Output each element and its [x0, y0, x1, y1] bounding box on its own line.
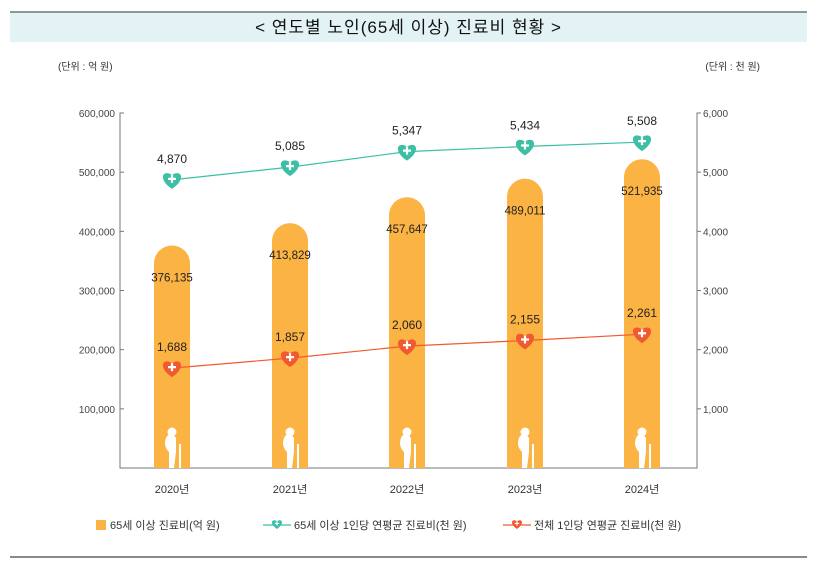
line-value-label: 5,347: [392, 124, 422, 138]
left-tick-label: 200,000: [79, 346, 116, 357]
right-tick-label: 3,000: [703, 287, 728, 298]
heart-marker-green-cross: [638, 137, 646, 146]
right-tick-label: 5,000: [703, 168, 728, 179]
bar-value-label: 489,011: [505, 206, 546, 218]
legend-label: 전체 1인당 연평균 진료비(천 원): [534, 518, 681, 532]
line-value-label: 2,261: [627, 306, 657, 320]
bar-value-label: 376,135: [151, 272, 193, 284]
right-tick-label: 4,000: [703, 227, 728, 238]
heart-marker-red-cross: [521, 335, 529, 344]
legend-label: 65세 이상 진료비(억 원): [110, 519, 220, 532]
heart-marker-red-cross: [638, 329, 646, 338]
bar: [154, 245, 190, 468]
bar: [624, 159, 660, 468]
legend-heart-green-cross: [274, 521, 280, 526]
left-tick-label: 100,000: [79, 405, 116, 416]
elderly-person-icon: [283, 434, 294, 468]
heart-marker-red-cross: [286, 353, 294, 362]
x-tick-label: 2023년: [508, 483, 543, 496]
chart-title: < 연도별 노인(65세 이상) 진료비 현황 >: [10, 11, 807, 42]
elderly-person-icon: [165, 434, 176, 468]
bar: [507, 178, 543, 468]
legend-heart-red-cross: [514, 521, 520, 526]
heart-marker-green-cross: [403, 146, 411, 155]
line-value-label: 4,870: [157, 152, 187, 166]
heart-marker-red-cross: [168, 363, 176, 372]
elderly-person-icon: [635, 434, 646, 468]
x-tick-label: 2022년: [390, 483, 425, 496]
left-tick-label: 400,000: [79, 227, 116, 238]
heart-marker-red-cross: [403, 341, 411, 350]
x-tick-label: 2024년: [625, 483, 660, 496]
left-axis-unit: (단위 : 억 원): [58, 60, 113, 73]
right-tick-label: 2,000: [703, 346, 728, 357]
line-value-label: 5,434: [510, 118, 540, 132]
line-value-label: 5,085: [275, 139, 305, 153]
legend-swatch-bar: [96, 520, 106, 530]
x-tick-label: 2020년: [155, 483, 190, 496]
bottom-divider: [10, 556, 807, 558]
bar-value-label: 413,829: [269, 250, 311, 262]
right-tick-label: 1,000: [703, 405, 728, 416]
heart-marker-green-cross: [286, 162, 294, 171]
line-value-label: 5,508: [627, 114, 657, 128]
left-tick-label: 500,000: [79, 168, 116, 179]
line-value-label: 1,688: [157, 340, 187, 354]
bar-value-label: 457,647: [386, 224, 428, 236]
heart-marker-green-cross: [168, 174, 176, 183]
line-value-label: 2,060: [392, 318, 422, 332]
elderly-person-icon: [400, 434, 411, 468]
heart-marker-green-cross: [521, 141, 529, 150]
bar-value-label: 521,935: [621, 186, 663, 198]
elderly-person-icon: [518, 434, 529, 468]
legend-label: 65세 이상 1인당 연평균 진료비(천 원): [294, 518, 467, 532]
right-tick-label: 6,000: [703, 109, 728, 120]
line-value-label: 1,857: [275, 330, 305, 344]
x-tick-label: 2021년: [273, 483, 308, 496]
bar: [389, 197, 425, 468]
left-tick-label: 600,000: [79, 109, 116, 120]
line-value-label: 2,155: [510, 312, 540, 326]
bar: [272, 223, 308, 468]
left-tick-label: 300,000: [79, 287, 116, 298]
right-axis-unit: (단위 : 천 원): [705, 60, 760, 73]
